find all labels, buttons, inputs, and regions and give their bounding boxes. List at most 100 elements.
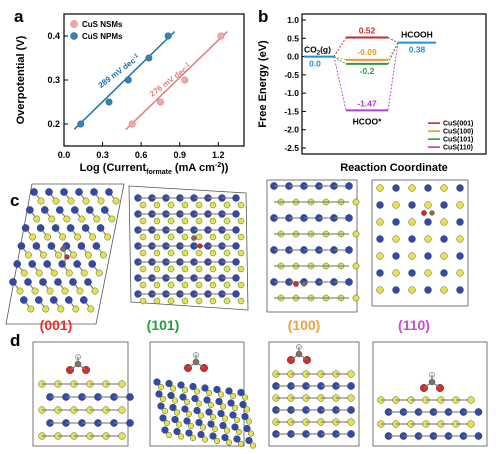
s-atom xyxy=(72,305,80,313)
s-atom xyxy=(181,249,189,257)
s-atom xyxy=(195,201,203,209)
s-atom xyxy=(112,197,120,205)
s-atom xyxy=(173,409,180,416)
cu-atom xyxy=(153,378,161,386)
cu-atom xyxy=(28,260,37,268)
y-tick-label: -2.5 xyxy=(284,143,299,153)
cu-atom xyxy=(181,405,189,413)
s-atom xyxy=(95,269,103,277)
data-point xyxy=(128,120,136,128)
cu-atom xyxy=(161,426,169,434)
y-tick-label: -2.0 xyxy=(284,125,299,135)
s-atom xyxy=(80,269,88,277)
connector xyxy=(387,42,399,111)
facet-label: (101) xyxy=(147,317,180,333)
data-point xyxy=(181,76,189,84)
cell-outline xyxy=(371,179,469,307)
bond xyxy=(77,363,87,371)
s-atom xyxy=(82,197,90,205)
cu-atom xyxy=(96,224,105,232)
s-atom xyxy=(223,249,231,257)
s-atom xyxy=(207,402,214,409)
c-atom xyxy=(429,210,435,216)
cu-atom xyxy=(88,260,96,268)
y-tick-label: 0.3 xyxy=(47,75,60,85)
cu-atom xyxy=(32,242,41,250)
s-atom xyxy=(197,412,204,419)
s-atom xyxy=(209,217,217,225)
s-atom xyxy=(456,201,464,209)
s-atom xyxy=(209,297,217,305)
cu-atom xyxy=(345,214,353,222)
s-atom xyxy=(193,388,200,395)
panel-d: d xyxy=(10,331,488,449)
s-atom xyxy=(167,217,175,225)
s-atom xyxy=(165,432,172,439)
s-atom xyxy=(33,215,41,223)
cu-atom xyxy=(232,242,240,250)
cu-atom xyxy=(66,224,75,232)
cu-atom xyxy=(77,242,86,250)
s-atom xyxy=(93,215,101,223)
cu-atom xyxy=(219,421,227,430)
s-atom xyxy=(467,420,475,428)
cu-atom xyxy=(183,417,191,425)
cu-atom xyxy=(203,396,211,404)
s-atom xyxy=(440,184,448,192)
panel-c: c (001) (101) (100) (110) xyxy=(5,179,469,333)
cu-atom xyxy=(392,252,400,260)
y-tick-label: 0.2 xyxy=(47,119,60,129)
s-atom xyxy=(347,394,355,402)
s-atom xyxy=(243,406,250,413)
cu-atom xyxy=(126,419,134,427)
s-atom xyxy=(225,439,232,446)
s-atom xyxy=(237,281,245,289)
s-atom xyxy=(209,201,217,209)
cu-atom xyxy=(424,184,432,192)
cu-atom xyxy=(13,260,22,268)
s-atom xyxy=(181,281,189,289)
s-atom xyxy=(167,233,175,241)
data-point xyxy=(124,76,132,84)
cu-atom xyxy=(185,429,193,437)
s-atom xyxy=(245,418,252,425)
s-atom xyxy=(65,269,73,277)
legend-marker xyxy=(70,32,78,40)
s-atom xyxy=(237,249,245,257)
cu-atom xyxy=(440,269,448,277)
s-atom xyxy=(237,265,245,273)
cu-atom xyxy=(179,393,187,401)
s-atom xyxy=(167,281,175,289)
cell-outline xyxy=(266,179,358,313)
panel-label-d: d xyxy=(10,331,20,350)
s-atom xyxy=(48,215,56,223)
s-atom xyxy=(118,406,126,414)
y-tick-label: 1.0 xyxy=(287,15,299,25)
s-atom xyxy=(209,281,217,289)
cu-atom xyxy=(56,206,64,214)
cu-atom xyxy=(205,408,213,416)
s-atom xyxy=(181,233,189,241)
cu-atom xyxy=(101,206,109,214)
s-atom xyxy=(181,265,189,273)
s-atom xyxy=(139,297,147,305)
data-point xyxy=(105,98,113,106)
s-atom xyxy=(195,233,203,241)
s-atom xyxy=(247,430,254,437)
cu-atom xyxy=(243,424,251,433)
cell-outline xyxy=(128,185,249,311)
panel-label-a: a xyxy=(14,7,24,26)
cu-atom xyxy=(392,184,400,192)
s-atom xyxy=(237,233,245,241)
cu-atom xyxy=(39,278,47,286)
intermediate-value-label: -0.09 xyxy=(357,47,377,57)
s-atom xyxy=(181,201,189,209)
cu-atom xyxy=(233,435,241,443)
s-atom xyxy=(205,390,212,397)
s-atom xyxy=(76,287,84,295)
cu-atom xyxy=(155,390,163,398)
initial-value-label: 0.0 xyxy=(309,59,321,69)
cu-atom xyxy=(126,393,134,401)
cu-atom xyxy=(73,260,81,268)
